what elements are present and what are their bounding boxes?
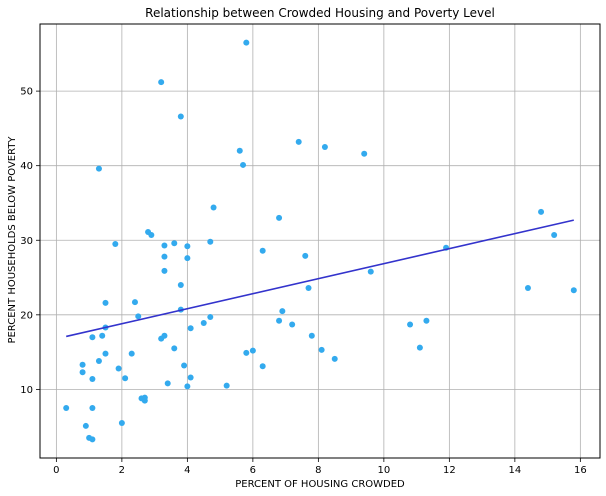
data-point <box>236 147 243 154</box>
data-point <box>184 243 191 250</box>
data-point <box>187 374 194 381</box>
data-point <box>128 350 135 357</box>
data-point <box>305 284 312 291</box>
x-tick-label: 10 <box>377 465 390 476</box>
data-point <box>249 347 256 354</box>
data-point <box>131 299 138 306</box>
data-point <box>181 362 188 369</box>
data-point <box>276 317 283 324</box>
data-point <box>112 240 119 247</box>
trend-line <box>66 219 574 338</box>
data-point <box>524 284 531 291</box>
data-point <box>279 308 286 315</box>
data-point <box>95 165 102 172</box>
data-point <box>407 321 414 328</box>
y-tick-label: 10 <box>20 385 33 396</box>
data-point <box>243 349 250 356</box>
data-point <box>308 332 315 339</box>
data-point <box>184 255 191 262</box>
data-point <box>89 375 96 382</box>
y-tick-label: 30 <box>20 236 33 247</box>
y-axis-label: PERCENT HOUSEHOLDS BELOW POVERTY <box>7 136 18 344</box>
y-tick-label: 40 <box>20 161 33 172</box>
data-point <box>79 369 86 376</box>
data-point <box>295 138 302 145</box>
x-tick-label: 14 <box>508 465 521 476</box>
data-point <box>141 394 148 401</box>
data-point <box>171 345 178 352</box>
data-point <box>161 267 168 274</box>
x-axis-label: PERCENT OF HOUSING CROWDED <box>235 479 405 490</box>
data-point <box>416 344 423 351</box>
data-point <box>79 361 86 368</box>
x-tick-label: 4 <box>184 465 190 476</box>
data-point <box>102 350 109 357</box>
data-point <box>210 204 217 211</box>
data-point <box>200 320 207 327</box>
plot-frame <box>39 23 601 459</box>
data-point <box>187 325 194 332</box>
data-point <box>259 363 266 370</box>
data-point <box>538 208 545 215</box>
data-point <box>240 161 247 168</box>
chart-title: Relationship between Crowded Housing and… <box>145 6 495 20</box>
data-point <box>207 314 214 321</box>
data-point <box>331 355 338 362</box>
data-point <box>177 281 184 288</box>
data-point <box>423 317 430 324</box>
data-point <box>276 214 283 221</box>
data-point <box>318 346 325 353</box>
data-point <box>89 405 96 412</box>
data-point <box>302 252 309 259</box>
data-point <box>148 232 155 239</box>
data-point <box>243 39 250 46</box>
data-point <box>171 240 178 247</box>
x-tick-label: 12 <box>443 465 456 476</box>
x-tick-label: 2 <box>119 465 125 476</box>
data-point <box>102 299 109 306</box>
y-tick-label: 20 <box>20 310 33 321</box>
data-point <box>259 247 266 254</box>
data-point <box>118 419 125 426</box>
y-tick-label: 50 <box>20 87 33 98</box>
x-tick-label: 16 <box>574 465 587 476</box>
data-point <box>367 268 374 275</box>
data-point <box>115 365 122 372</box>
data-point <box>122 375 129 382</box>
data-point <box>184 383 191 390</box>
data-point <box>161 332 168 339</box>
data-point <box>177 113 184 120</box>
data-point <box>207 238 214 245</box>
grid <box>40 24 600 458</box>
data-point <box>164 380 171 387</box>
data-point <box>161 242 168 249</box>
data-point <box>161 253 168 260</box>
data-point <box>89 436 96 443</box>
data-point <box>321 144 328 151</box>
x-tick-label: 8 <box>315 465 321 476</box>
axis-ticks: 0 2 4 6 8 10 12 14 16 10 20 30 40 50 <box>20 87 586 476</box>
data-point <box>89 334 96 341</box>
data-point <box>135 313 142 320</box>
data-point <box>223 382 230 389</box>
data-point <box>551 232 558 239</box>
trendline-layer <box>66 219 574 338</box>
data-point <box>95 358 102 365</box>
data-point <box>99 332 106 339</box>
x-tick-label: 0 <box>53 465 59 476</box>
x-tick-label: 6 <box>250 465 256 476</box>
data-point <box>82 422 89 429</box>
data-point <box>361 150 368 157</box>
data-point <box>289 321 296 328</box>
data-point <box>570 287 577 294</box>
data-point <box>158 79 165 86</box>
data-point <box>63 405 70 412</box>
